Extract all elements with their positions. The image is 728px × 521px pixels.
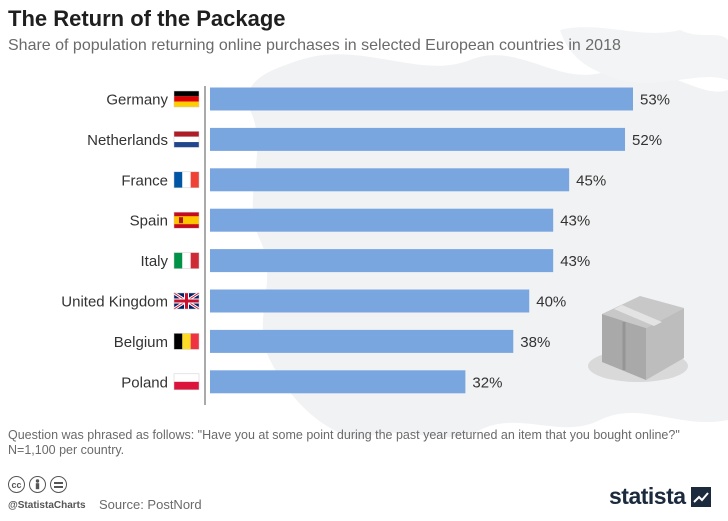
value-label: 43%: [560, 253, 590, 270]
category-label: Germany: [106, 92, 168, 109]
chart-subtitle: Share of population returning online pur…: [8, 37, 621, 54]
flag-icon-de: [173, 90, 200, 108]
flag-icon-be: [173, 333, 200, 350]
category-label: France: [121, 172, 168, 189]
bar-united-kingdom: [210, 289, 530, 313]
category-label: United Kingdom: [61, 294, 168, 311]
category-label: Netherlands: [87, 132, 168, 149]
category-label: Poland: [121, 374, 168, 391]
license-icons: cc: [8, 476, 67, 493]
flag-icon-nl: [173, 131, 200, 148]
category-label: Belgium: [114, 334, 168, 351]
bar-germany: [210, 87, 633, 111]
bar-italy: [210, 249, 554, 273]
footnote-line-2: N=1,100 per country.: [8, 443, 125, 457]
value-label: 53%: [640, 92, 670, 109]
value-label: 45%: [576, 172, 606, 189]
value-label: 38%: [520, 334, 550, 351]
flag-icon-it: [173, 252, 200, 269]
chart-title: The Return of the Package: [8, 6, 286, 31]
category-label: Spain: [130, 213, 168, 230]
package-box-icon: [588, 296, 688, 382]
footnote-line-1: Question was phrased as follows: "Have y…: [8, 428, 680, 442]
bar-netherlands: [210, 127, 626, 151]
flag-icon-pl: [173, 373, 200, 391]
bar-spain: [210, 208, 554, 232]
value-label: 43%: [560, 213, 590, 230]
value-label: 52%: [632, 132, 662, 149]
value-label: 40%: [536, 294, 566, 311]
flag-icon-gb: [173, 291, 200, 311]
bar-france: [210, 168, 570, 192]
statista-logo-icon: [690, 486, 711, 507]
equals-icon: [50, 476, 67, 493]
flag-icon-fr: [173, 171, 200, 189]
value-label: 32%: [472, 374, 502, 391]
source-text: Source: PostNord: [99, 497, 202, 512]
bar-belgium: [210, 329, 514, 353]
bar-poland: [210, 370, 466, 394]
cc-icon: cc: [8, 476, 25, 493]
flag-icon-es: [173, 211, 200, 229]
person-icon: [29, 476, 46, 493]
category-label: Italy: [140, 253, 168, 270]
social-handle[interactable]: @StatistaCharts: [8, 500, 86, 511]
brand-text: statista: [609, 483, 686, 509]
statista-logo[interactable]: statista: [609, 483, 711, 510]
footnote: Question was phrased as follows: "Have y…: [8, 428, 680, 458]
